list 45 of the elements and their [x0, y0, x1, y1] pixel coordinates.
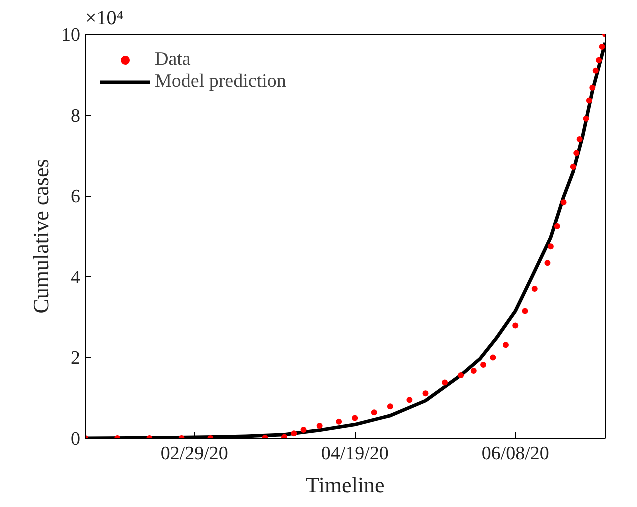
point [554, 223, 560, 230]
point [532, 286, 538, 292]
point [300, 427, 307, 434]
point [422, 390, 429, 397]
point [560, 200, 567, 206]
point [406, 397, 413, 404]
legend-label: Model prediction [155, 71, 286, 93]
point [544, 260, 551, 266]
point [480, 362, 487, 368]
point [352, 415, 358, 422]
y-tick-label: 4 [71, 267, 81, 288]
point [548, 244, 554, 250]
point [371, 410, 378, 416]
point [512, 322, 519, 329]
text: ×10⁴ [86, 8, 124, 30]
point [583, 116, 590, 122]
y-tick-label: 6 [71, 186, 80, 208]
legend-label: Data [155, 49, 191, 71]
y-tick-label: 2 [71, 348, 80, 370]
x-tick-label: 06/08/20 [482, 444, 550, 464]
x-axis-title: Timeline [306, 472, 385, 498]
y-axis-title: Cumulative cases [28, 159, 54, 314]
point [590, 84, 596, 91]
point [596, 57, 602, 64]
point [570, 164, 576, 170]
point [387, 404, 394, 410]
point [458, 372, 464, 378]
point [576, 136, 583, 143]
point [574, 150, 580, 156]
point [490, 354, 496, 361]
point [470, 368, 477, 374]
y-tick-label: 0 [71, 429, 80, 450]
point [592, 68, 599, 74]
point [599, 44, 606, 50]
point [522, 308, 528, 314]
point [442, 380, 448, 386]
x-tick-label: 02/29/20 [160, 444, 228, 464]
point [336, 418, 342, 425]
point [316, 422, 323, 429]
y-tick-label: 10 [62, 25, 80, 46]
y-tick-label: 8 [71, 106, 80, 127]
point [291, 430, 298, 437]
point [586, 98, 592, 104]
point [502, 342, 509, 348]
x-tick-label: 04/19/20 [321, 444, 389, 464]
